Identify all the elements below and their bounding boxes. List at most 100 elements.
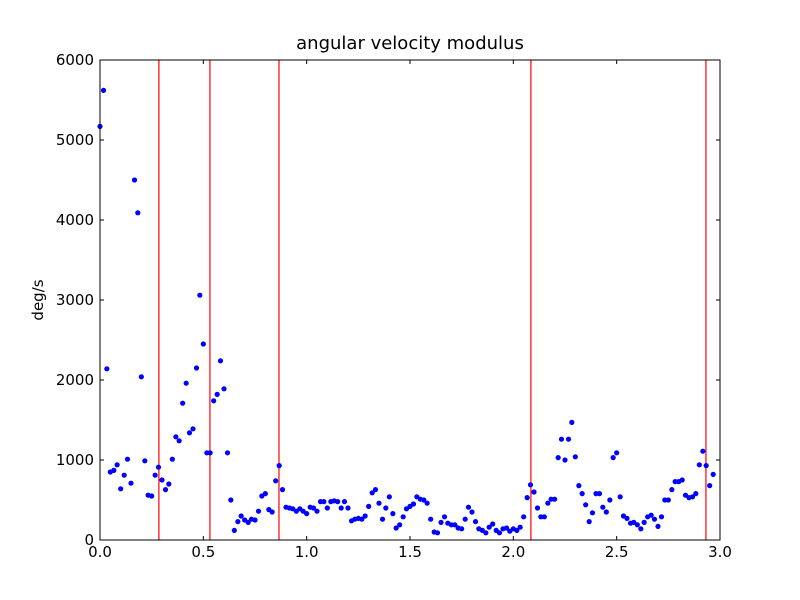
data-point [359,516,365,522]
data-point [658,514,665,520]
data-point [669,487,675,493]
data-point [273,478,279,484]
data-point [100,87,107,93]
data-point [503,525,510,531]
data-point [310,505,317,511]
data-point [397,522,403,528]
data-point [707,483,713,489]
x-tick-label: 0.5 [191,543,215,561]
data-point [231,527,237,534]
data-point [279,487,286,493]
data-point [304,510,310,517]
data-point [190,426,196,432]
data-point [651,516,658,522]
data-point [693,491,699,497]
data-point [118,486,124,492]
data-point [490,521,496,527]
y-tick-label: 2000 [56,371,94,389]
data-point [173,434,179,440]
data-point [569,419,575,425]
data-point [142,458,148,464]
chart-title: angular velocity modulus [296,33,524,54]
data-point [376,500,382,506]
data-point [186,430,193,436]
data-point [486,524,492,530]
data-point [558,436,565,442]
data-point [648,512,654,518]
data-point [607,497,613,503]
data-point [238,513,244,519]
data-point [634,522,640,528]
data-point [324,505,330,511]
data-point [428,516,434,522]
data-point [314,508,320,514]
data-point [252,517,258,523]
x-tick-label: 3.0 [708,543,732,561]
data-point [369,490,375,496]
data-point [441,514,448,520]
x-tick-label: 1.0 [295,543,319,561]
y-tick-label: 3000 [56,291,94,309]
data-point [338,505,344,511]
data-point [710,471,716,477]
data-point [576,483,582,489]
data-point [534,505,541,511]
data-point [224,450,231,456]
data-point [345,505,351,511]
data-point [393,525,399,531]
data-point [614,450,620,456]
data-point [200,341,206,347]
data-point [262,491,268,497]
data-point [562,457,568,463]
data-point [517,524,523,530]
data-point [138,374,144,380]
data-point [469,509,475,515]
data-point [149,493,155,499]
data-point [245,519,251,526]
data-point [152,472,158,478]
data-point [462,516,468,522]
data-point [183,380,189,386]
data-point [421,497,427,503]
data-point [596,491,603,497]
data-point [255,508,262,514]
data-point [496,530,503,536]
data-point [366,503,372,509]
data-point [341,499,348,505]
y-axis-label: deg/s [29,279,47,320]
x-tick-label: 1.5 [398,543,422,561]
data-point [483,530,489,536]
data-point [400,514,406,520]
data-point [214,391,220,397]
data-point [121,472,127,478]
data-point [166,481,172,487]
data-point [155,464,162,470]
data-point [572,454,578,460]
data-point [527,482,534,488]
data-point [703,463,709,469]
data-point [372,487,379,493]
data-point [655,523,661,530]
y-tick-label: 1000 [56,451,94,469]
data-point [586,519,592,525]
data-point [180,400,186,406]
y-tick-label: 0 [84,531,94,549]
data-point [276,463,282,469]
data-point [565,436,572,442]
data-point [176,438,182,444]
data-point [379,516,386,522]
data-point [217,358,224,364]
data-point [135,210,141,216]
data-point [600,504,606,510]
data-point [124,456,131,462]
data-point [521,514,527,520]
data-point [552,496,558,502]
data-point [524,495,530,501]
data-point [410,501,417,507]
x-tick-label: 2.5 [605,543,629,561]
data-point [459,526,465,532]
data-point [624,515,630,522]
x-tick-label: 2.0 [501,543,525,561]
